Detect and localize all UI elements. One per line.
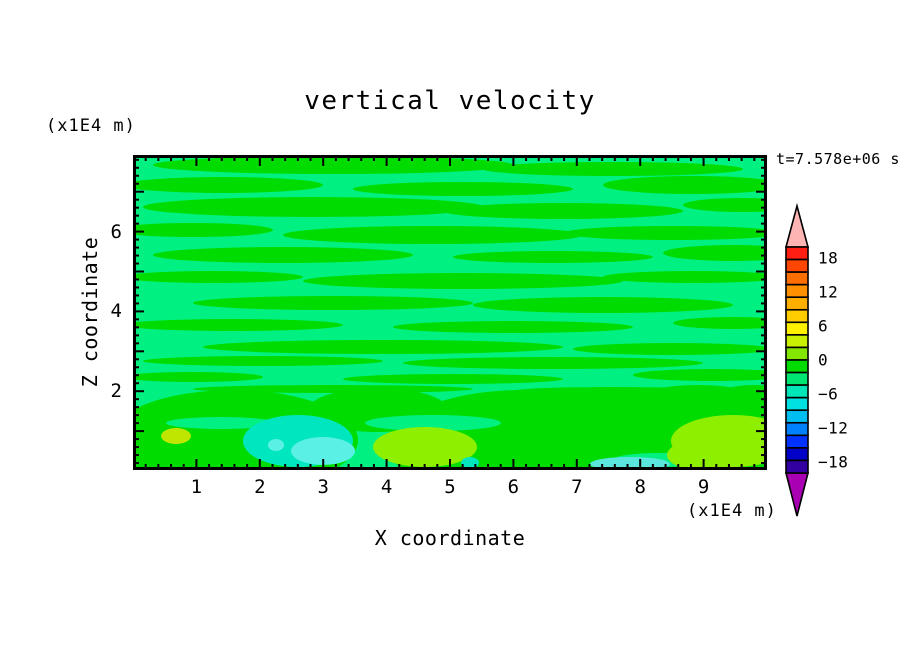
contour-band	[393, 321, 633, 333]
colorbar-band	[785, 246, 809, 261]
contour-patch	[667, 439, 743, 470]
contour-band	[133, 271, 303, 283]
x-tick-label: 3	[317, 476, 329, 498]
colorbar-tick-label: 0	[818, 350, 829, 370]
colorbar-band	[785, 308, 809, 324]
contour-patch	[268, 439, 284, 451]
contour-band	[633, 369, 767, 381]
contour-band	[683, 198, 767, 212]
contour-band	[473, 297, 733, 313]
time-annotation: t=7.578e+06 s	[776, 150, 900, 168]
contour-band	[553, 387, 673, 423]
contour-band	[153, 247, 413, 263]
contour-band	[713, 385, 767, 415]
contour-band	[453, 251, 653, 263]
y-tick-label: 6	[110, 220, 122, 243]
contour-band	[133, 372, 263, 382]
colorbar-arrow-bottom	[784, 472, 810, 517]
colorbar-band	[785, 258, 809, 273]
y-tick-label: 4	[110, 300, 122, 323]
x-tick-label: 9	[697, 476, 710, 498]
colorbar-band	[785, 346, 809, 361]
colorbar-band	[785, 271, 809, 286]
contour-patch	[365, 415, 501, 431]
contour-band	[203, 340, 563, 354]
contour-patch	[166, 417, 276, 429]
contour-band	[673, 317, 767, 329]
contour-band	[403, 357, 703, 369]
colorbar-band	[785, 283, 809, 299]
colorbar-band	[785, 434, 809, 449]
contour-patch	[590, 457, 670, 470]
x-tick-label: 2	[254, 476, 266, 498]
y-tick-label: 2	[110, 380, 122, 403]
x-axis-unit: (x1E4 m)	[687, 501, 777, 521]
x-tick-label: 4	[380, 476, 393, 498]
colorbar-band	[785, 447, 809, 462]
contour-band	[153, 156, 513, 174]
x-tick-label: 6	[507, 476, 520, 498]
colorbar-band	[785, 334, 809, 349]
contour-band	[573, 343, 767, 355]
colorbar-tick-label: −6	[818, 384, 839, 404]
contour-plot	[133, 155, 767, 470]
contour-band	[353, 182, 573, 196]
colorbar-tick-label: 6	[818, 316, 829, 336]
contour-patch	[373, 427, 477, 467]
contour-band	[133, 177, 323, 193]
colorbar-arrow-top	[784, 202, 810, 248]
contour-patch	[291, 437, 355, 465]
colorbar-band	[785, 384, 809, 399]
contour-band	[483, 162, 743, 176]
colorbar-band	[785, 296, 809, 311]
contour-band	[143, 197, 483, 217]
colorbar-tick-label: −18	[818, 452, 849, 472]
x-tick-label: 8	[634, 476, 646, 498]
contour-patch	[161, 428, 191, 444]
contour-band	[303, 273, 623, 289]
contour-band	[133, 319, 343, 331]
contour-band	[603, 271, 767, 283]
contour-band	[143, 356, 383, 366]
colorbar-tick-label: 12	[818, 282, 839, 302]
x-tick-label: 1	[190, 476, 203, 498]
colorbar-band	[785, 359, 809, 374]
contour-band	[603, 176, 767, 194]
plot-border	[133, 155, 767, 470]
colorbar-band	[785, 409, 809, 424]
contour-band	[663, 245, 767, 261]
colorbar-band	[785, 421, 809, 437]
contour-band	[343, 374, 563, 384]
colorbar	[784, 202, 810, 517]
x-tick-label: 5	[444, 476, 456, 498]
x-tick-label: 7	[571, 476, 583, 498]
colorbar-band	[785, 396, 809, 412]
x-axis-label: X coordinate	[374, 526, 526, 550]
colorbar-tick-label: 18	[818, 248, 839, 268]
contour-band	[193, 296, 473, 310]
colorbar-band	[785, 321, 809, 336]
contour-band	[563, 226, 767, 240]
colorbar-band	[785, 371, 809, 386]
y-axis-unit: (x1E4 m)	[46, 116, 136, 136]
colorbar-band	[785, 459, 809, 474]
contour-band	[443, 203, 683, 219]
contour-band	[283, 226, 583, 244]
plot-title: vertical velocity	[304, 86, 596, 116]
colorbar-tick-label: −12	[818, 418, 849, 438]
contour-band	[133, 223, 273, 237]
